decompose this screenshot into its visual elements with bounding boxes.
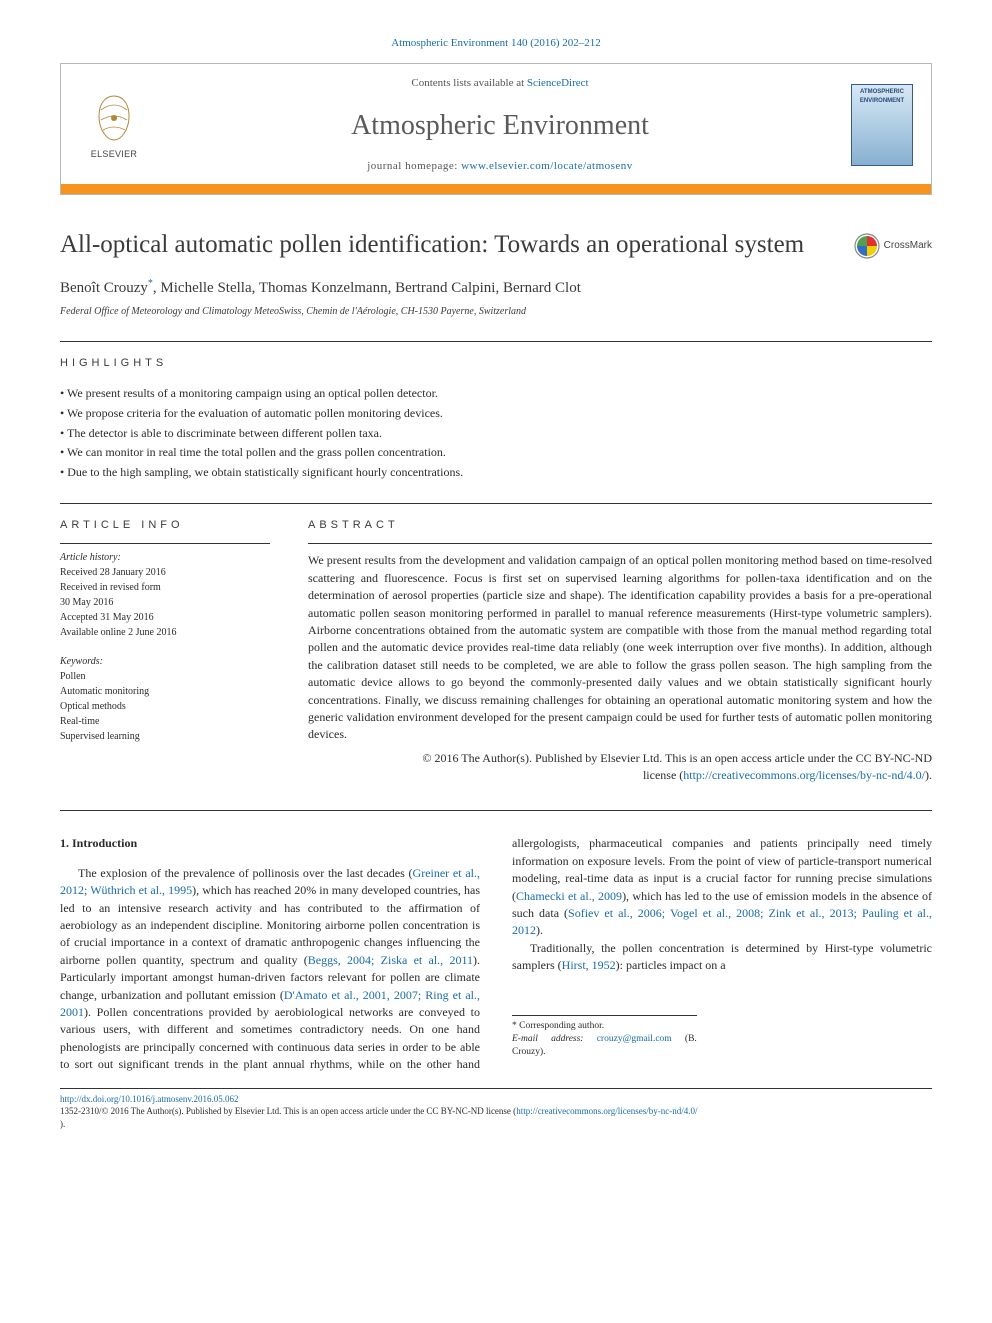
author-primary: Benoît Crouzy [60,280,148,296]
keyword: Optical methods [60,701,126,712]
crossmark-icon [854,233,880,259]
homepage-link[interactable]: www.elsevier.com/locate/atmosenv [461,160,633,172]
history-line: Received 28 January 2016 [60,567,166,578]
citation-link[interactable]: Sofiev et al., 2006; Vogel et al., 2008;… [512,906,932,937]
history-label: Article history: [60,552,121,563]
history-line: Received in revised form [60,582,161,593]
history-line: Available online 2 June 2016 [60,627,176,638]
article-info-block: Article history: Received 28 January 201… [60,543,270,744]
highlight-item: We can monitor in real time the total po… [60,444,932,461]
copyright-line1: © 2016 The Author(s). Published by Elsev… [422,751,932,765]
elsevier-logo: ELSEVIER [79,85,149,165]
email-label: E-mail address: [512,1034,597,1044]
journal-homepage-line: journal homepage: www.elsevier.com/locat… [169,159,831,174]
abstract-label: ABSTRACT [308,518,932,533]
abstract-text: We present results from the development … [308,543,932,743]
keywords-label: Keywords: [60,654,270,669]
highlight-item: Due to the high sampling, we obtain stat… [60,464,932,481]
footer-license-link[interactable]: http://creativecommons.org/licenses/by-n… [516,1106,697,1116]
keyword: Automatic monitoring [60,686,149,697]
body-two-column: 1. Introduction The explosion of the pre… [60,835,932,1073]
contents-available-line: Contents lists available at ScienceDirec… [169,76,831,91]
crossmark-badge[interactable]: CrossMark [854,233,932,259]
copyright-prefix: license ( [643,768,683,782]
email-link[interactable]: crouzy@gmail.com [597,1034,672,1044]
citation-link[interactable]: Beggs, 2004; Ziska et al., 2011 [308,953,473,967]
footer-issn: 1352-2310/© 2016 The Author(s). Publishe… [60,1106,516,1116]
running-header: Atmospheric Environment 140 (2016) 202–2… [60,36,932,51]
history-line: Accepted 31 May 2016 [60,612,154,623]
authors-rest: , Michelle Stella, Thomas Konzelmann, Be… [153,280,581,296]
crossmark-label: CrossMark [884,239,932,253]
homepage-prefix: journal homepage: [367,160,461,172]
citation-link[interactable]: Chamecki et al., 2009 [516,889,622,903]
copyright-block: © 2016 The Author(s). Published by Elsev… [308,750,932,785]
orange-divider-bar [61,184,931,194]
keyword: Pollen [60,671,86,682]
keyword: Supervised learning [60,731,140,742]
body-text: ). [536,923,543,937]
corresponding-label: * Corresponding author. [512,1020,697,1033]
body-text: The explosion of the prevalence of polli… [78,866,413,880]
cover-title: ATMOSPHERIC ENVIRONMENT [855,88,909,105]
page-footer: http://dx.doi.org/10.1016/j.atmosenv.201… [60,1088,932,1131]
intro-para-2: Traditionally, the pollen concentration … [512,940,932,975]
section-heading-intro: 1. Introduction [60,835,480,852]
license-link[interactable]: http://creativecommons.org/licenses/by-n… [683,768,925,782]
highlights-list: We present results of a monitoring campa… [60,385,932,481]
highlights-label: HIGHLIGHTS [60,356,932,371]
history-line: 30 May 2016 [60,597,113,608]
keyword: Real-time [60,716,99,727]
article-title: All-optical automatic pollen identificat… [60,229,834,260]
copyright-suffix: ). [925,768,932,782]
highlight-item: The detector is able to discriminate bet… [60,425,932,442]
contents-prefix: Contents lists available at [411,77,526,89]
rule-below-highlights [60,503,932,504]
authors-line: Benoît Crouzy*, Michelle Stella, Thomas … [60,277,932,299]
affiliation: Federal Office of Meteorology and Climat… [60,305,932,319]
journal-header-box: ELSEVIER Contents lists available at Sci… [60,63,932,195]
citation-link[interactable]: Hirst, 1952 [562,958,616,972]
rule-above-highlights [60,341,932,342]
corresponding-author-block: * Corresponding author. E-mail address: … [512,1015,697,1060]
elsevier-brand-text: ELSEVIER [91,148,137,161]
highlight-item: We propose criteria for the evaluation o… [60,405,932,422]
journal-name: Atmospheric Environment [169,106,831,145]
footer-close: ). [60,1119,65,1129]
journal-cover-thumb: ATMOSPHERIC ENVIRONMENT [851,84,913,166]
highlight-item: We present results of a monitoring campa… [60,385,932,402]
doi-link[interactable]: http://dx.doi.org/10.1016/j.atmosenv.201… [60,1094,239,1104]
body-text: ): particles impact on a [616,958,726,972]
rule-above-body [60,810,932,811]
article-info-label: ARTICLE INFO [60,518,270,533]
sciencedirect-link[interactable]: ScienceDirect [527,77,589,89]
